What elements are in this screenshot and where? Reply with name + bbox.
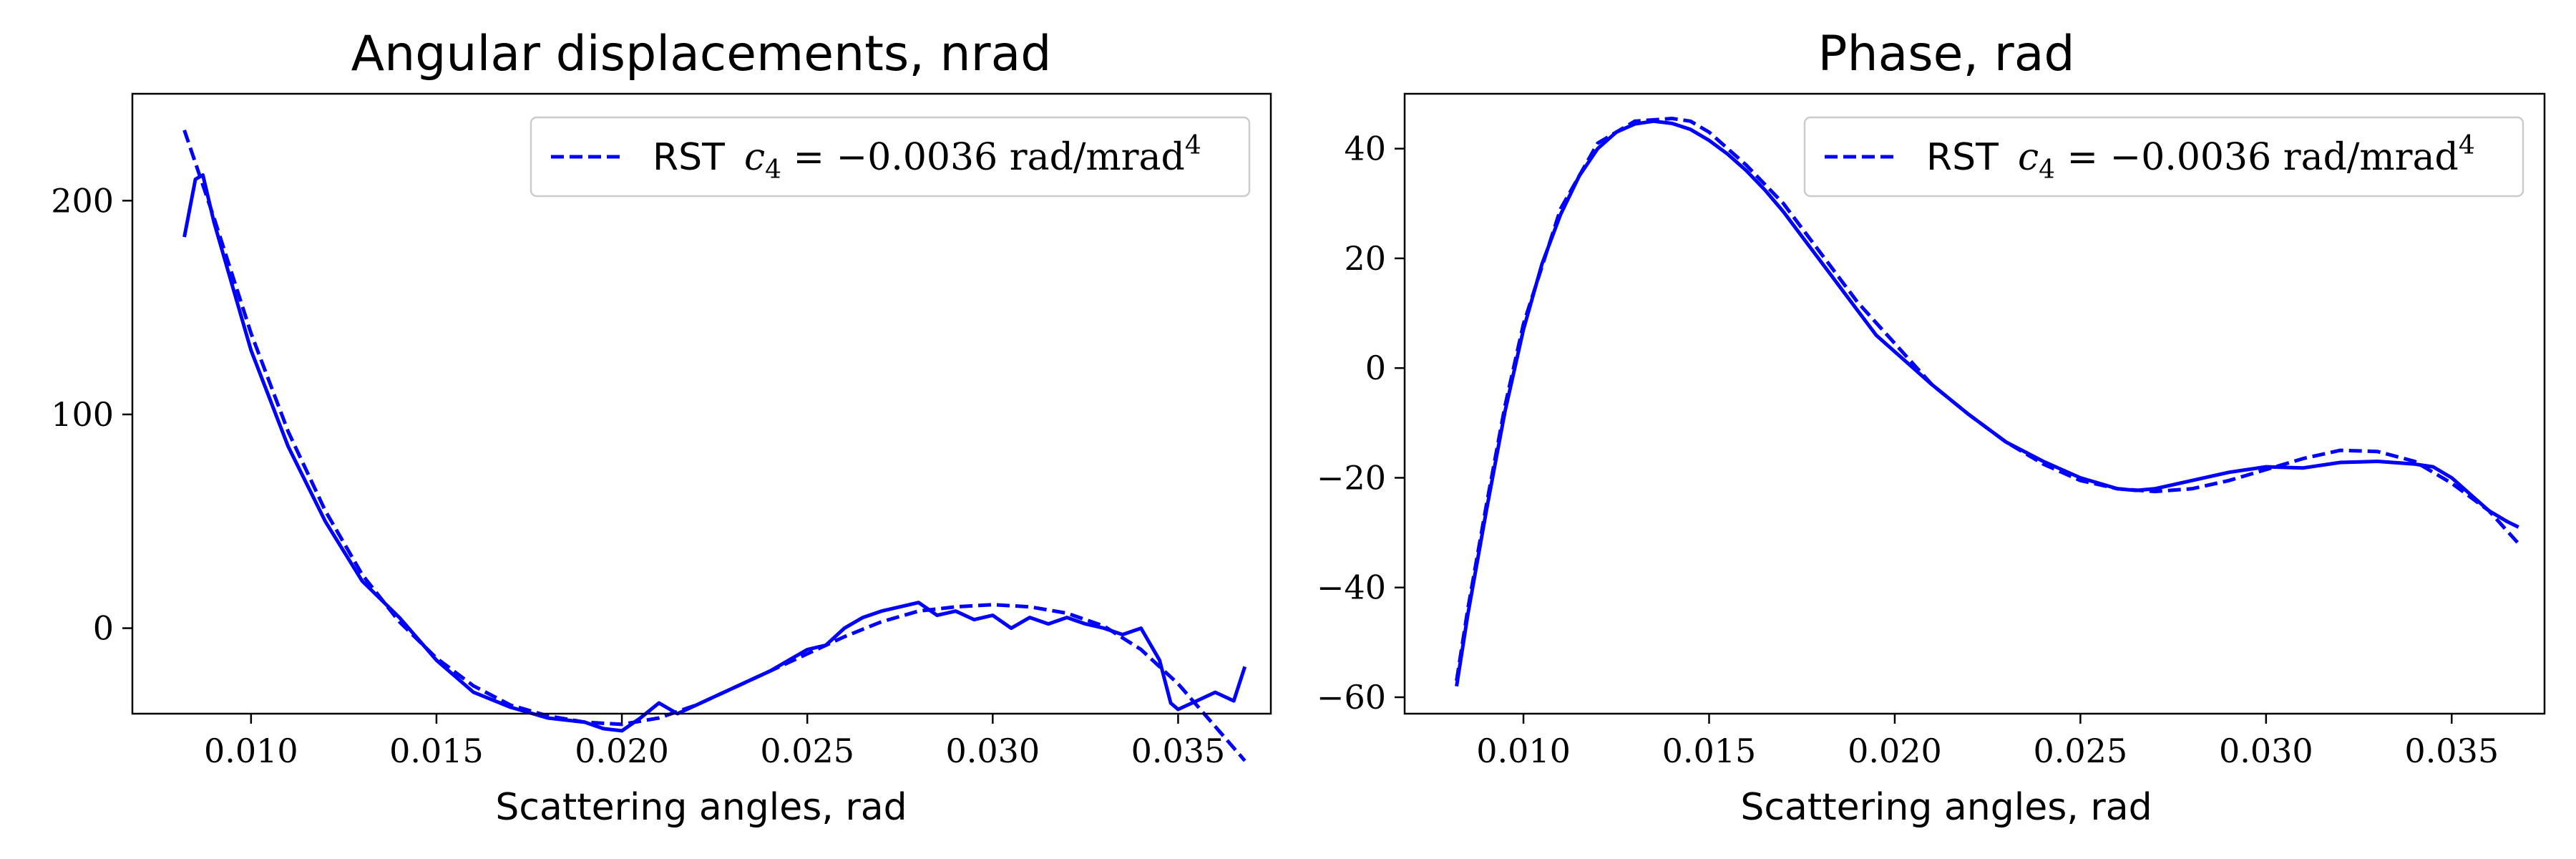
legend-math: c4 = −0.0036 rad/mrad4 <box>2018 131 2475 185</box>
y-tick-label: −60 <box>1317 678 1386 717</box>
y-tick-label: −40 <box>1317 568 1386 607</box>
x-axis-label: Scattering angles, rad <box>495 786 907 829</box>
angular-displacements-panel: Angular displacements, nrad Scattering a… <box>51 26 1272 829</box>
x-tick-label: 0.020 <box>575 732 669 770</box>
x-tick-label: 0.030 <box>2219 732 2313 770</box>
legend-label: RST <box>653 136 725 179</box>
phase-panel: Phase, rad Scattering angles, rad 0.010 0… <box>1317 26 2546 829</box>
legend-box <box>530 116 1251 198</box>
y-tick-label: 20 <box>1344 239 1386 278</box>
x-tick-label: 0.010 <box>204 732 298 770</box>
x-tick-label: 0.035 <box>2404 732 2499 770</box>
x-tick-label: 0.035 <box>1131 732 1226 770</box>
x-tick-label: 0.020 <box>1848 732 1942 770</box>
y-tick-label: 40 <box>1344 130 1386 168</box>
y-tick-label: 200 <box>51 181 114 220</box>
x-tick-label: 0.025 <box>760 732 854 770</box>
legend-label: RST <box>1926 136 1999 179</box>
plot-area: 0.010 0.015 0.020 0.025 0.030 0.035 −60 −40 −20 0… <box>1317 92 2546 770</box>
y-tick-label: −20 <box>1317 458 1386 497</box>
rst-fit-line <box>182 129 1246 762</box>
x-tick-label: 0.010 <box>1476 732 1571 770</box>
legend-math: c4 = −0.0036 rad/mrad4 <box>744 131 1201 185</box>
axes-frame <box>1403 92 2546 715</box>
chart-title: Phase, rad <box>1818 26 2074 82</box>
x-tick-label: 0.025 <box>2034 732 2128 770</box>
axes-frame <box>131 92 1272 715</box>
y-tick-label: 100 <box>51 395 114 434</box>
rst-fit-line <box>1455 117 2520 681</box>
plot-area: 0.010 0.015 0.020 0.025 0.030 0.035 0 100 200 RST… <box>51 92 1272 770</box>
x-tick-label: 0.030 <box>945 732 1040 770</box>
legend: RST c4 = −0.0036 rad/mrad4 <box>1803 116 2524 198</box>
y-tick-label: 0 <box>1365 349 1386 387</box>
x-axis-label: Scattering angles, rad <box>1740 786 2152 829</box>
measured-line <box>182 173 1247 733</box>
legend-box <box>1803 116 2524 198</box>
chart-title: Angular displacements, nrad <box>351 26 1052 82</box>
legend: RST c4 = −0.0036 rad/mrad4 <box>530 116 1251 198</box>
x-tick-label: 0.015 <box>1662 732 1757 770</box>
x-tick-label: 0.015 <box>389 732 484 770</box>
y-tick-label: 0 <box>93 609 114 648</box>
measured-line <box>1455 119 2519 687</box>
